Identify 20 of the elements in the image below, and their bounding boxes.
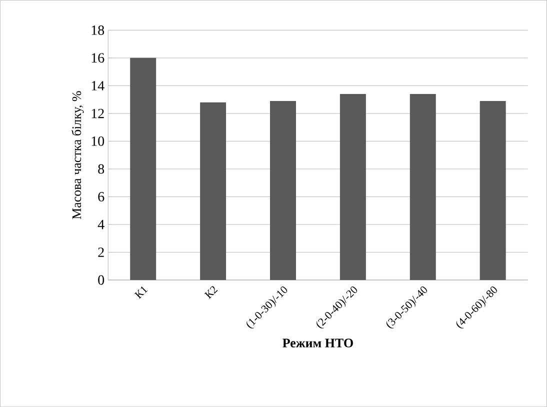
bar <box>410 94 436 280</box>
x-axis-title: Режим НТО <box>282 338 353 348</box>
bar <box>340 94 366 280</box>
y-tick-label: 10 <box>92 136 104 146</box>
y-tick-label: 4 <box>98 220 104 230</box>
y-tick-label: 6 <box>98 192 104 202</box>
y-axis-title: Масова частка білку, % <box>72 91 84 220</box>
bar <box>200 102 226 280</box>
x-tick-label: К2 <box>204 286 218 299</box>
bar <box>480 100 506 280</box>
bar <box>270 100 296 280</box>
y-tick-label: 16 <box>92 53 104 63</box>
y-tick-label: 2 <box>98 248 104 257</box>
y-tick-label: 14 <box>92 81 104 90</box>
x-tick-label: К1 <box>134 286 148 299</box>
y-tick-label: 0 <box>98 275 104 285</box>
bar <box>130 58 156 280</box>
y-tick-label: 18 <box>92 25 104 35</box>
y-tick-label: 8 <box>98 164 104 174</box>
y-tick-label: 12 <box>92 108 104 118</box>
